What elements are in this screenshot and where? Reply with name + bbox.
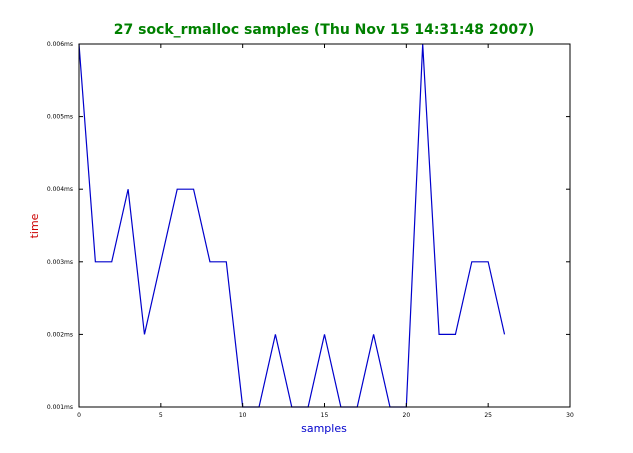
x-tick-label: 0 bbox=[77, 412, 81, 419]
y-axis-ticks: 0.001ms 0.002ms 0.003ms 0.004ms 0.005ms 0.006… bbox=[47, 41, 570, 411]
x-axis-ticks: 0 5 10 15 20 25 30 bbox=[77, 44, 574, 419]
x-tick-label: 20 bbox=[403, 412, 411, 419]
y-axis-label: time bbox=[28, 213, 41, 238]
x-tick-label: 25 bbox=[484, 412, 492, 419]
y-tick-label: 0.001ms bbox=[47, 404, 73, 411]
y-tick-label: 0.006ms bbox=[47, 41, 73, 48]
y-tick-label: 0.003ms bbox=[47, 259, 73, 266]
y-tick-label: 0.004ms bbox=[47, 186, 73, 193]
x-tick-label: 30 bbox=[566, 412, 574, 419]
chart-title: 27 sock_rmalloc samples (Thu Nov 15 14:3… bbox=[114, 22, 534, 38]
x-tick-label: 10 bbox=[239, 412, 247, 419]
x-tick-label: 15 bbox=[321, 412, 329, 419]
x-axis-label: samples bbox=[301, 422, 347, 435]
y-tick-label: 0.005ms bbox=[47, 114, 73, 121]
x-tick-label: 5 bbox=[159, 412, 163, 419]
y-tick-label: 0.002ms bbox=[47, 331, 73, 338]
